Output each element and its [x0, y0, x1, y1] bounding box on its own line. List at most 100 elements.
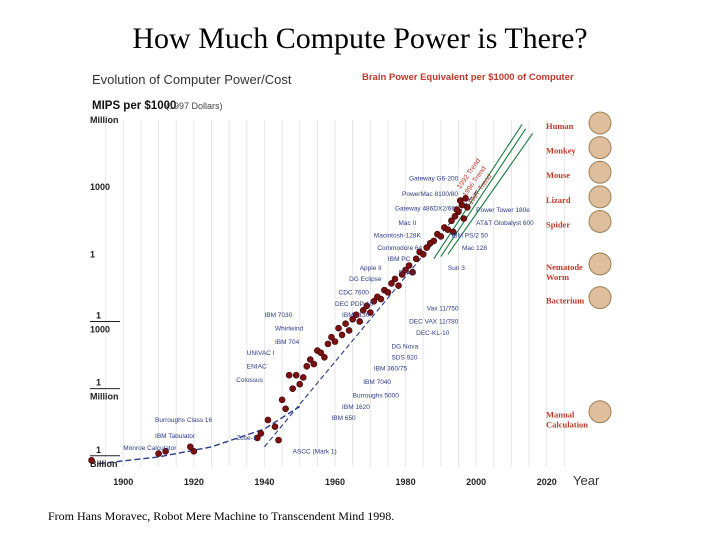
data-point — [257, 430, 265, 437]
slide-title: How Much Compute Power is There? — [132, 22, 588, 55]
machine-label: IBM 1620 — [342, 404, 370, 411]
data-point — [409, 268, 416, 276]
machine-label: Apple II — [360, 265, 382, 272]
data-point — [363, 302, 371, 310]
machine-label: Zuse-1 — [236, 435, 257, 442]
data-point — [190, 448, 198, 455]
data-point — [335, 324, 342, 332]
machine-label: Mac 128 — [462, 245, 487, 252]
trend-fan-line — [433, 124, 523, 260]
data-point — [278, 396, 286, 404]
annotation-layer: Gateway G6-200 PowerMac 8100/80 Gateway 48… — [123, 175, 534, 455]
machine-label: UNIVAC I — [247, 350, 275, 357]
early-trend-line — [98, 405, 301, 465]
x-tick-label: 2020 — [537, 477, 557, 487]
machine-label: Monroe Calculator — [123, 445, 177, 452]
brain-level-label: Mouse — [546, 170, 570, 180]
data-point — [405, 262, 413, 269]
data-point — [412, 255, 420, 263]
y-tick-label: 1 — [96, 445, 101, 455]
machine-label: DG Eclipse — [349, 276, 382, 283]
y-tick-denominator: Billion — [90, 459, 118, 469]
data-point — [310, 360, 318, 368]
data-point — [388, 280, 395, 287]
x-axis-label: Year — [573, 473, 600, 488]
data-point — [306, 356, 314, 363]
x-tick-label: 1960 — [325, 477, 345, 487]
data-point — [395, 282, 402, 289]
creature-icon — [588, 136, 612, 160]
y-axis-label: MIPS per $1000 — [92, 100, 176, 112]
data-point — [384, 289, 392, 296]
data-point — [449, 228, 457, 236]
data-point — [338, 331, 346, 339]
creature-icon — [588, 185, 612, 209]
brain-level-label: Monkey — [546, 146, 577, 156]
points-layer — [88, 195, 471, 464]
machine-label: Commodore 64 — [377, 245, 422, 252]
y-tick-denominator: Million — [90, 392, 119, 402]
y-tick-denominator: 1000 — [90, 324, 110, 334]
machine-label: Burroughs Class 16 — [155, 417, 212, 424]
machine-label: IBM Tabulator — [155, 433, 196, 440]
machine-label: DEC-KL-10 — [416, 330, 450, 337]
creature-icon — [588, 400, 612, 424]
data-point — [356, 318, 364, 325]
data-point — [453, 206, 461, 213]
data-point — [155, 450, 162, 457]
data-point — [402, 266, 409, 274]
x-tick-label: 1900 — [113, 477, 133, 487]
x-tick-label: 1940 — [254, 477, 274, 487]
machine-label: IBM 7040 — [363, 379, 391, 386]
machine-label: SDS 920 — [391, 355, 417, 362]
y-tick-label: 1 — [90, 249, 95, 259]
data-point — [317, 349, 325, 357]
brain-level-label: Bacterium — [546, 296, 584, 306]
creature-icon — [588, 286, 612, 310]
machine-label: Sun 3 — [448, 265, 465, 272]
data-point — [342, 320, 349, 328]
brain-level-label: Human — [546, 121, 574, 131]
data-point — [264, 416, 272, 424]
chart-title: Evolution of Computer Power/Cost — [92, 72, 292, 87]
machine-label: Gateway G6-200 — [409, 175, 459, 182]
data-point — [448, 217, 455, 225]
data-point — [285, 371, 293, 379]
data-point — [328, 333, 335, 341]
data-point — [391, 275, 399, 283]
y-tick-label: 1 — [96, 378, 101, 388]
brain-level-label: Manual Calculation — [546, 410, 588, 430]
data-point — [437, 233, 445, 240]
machine-label: IBM 7030 — [264, 312, 292, 319]
machine-label: Gateway 486DX2/66 — [395, 206, 455, 213]
x-tick-label: 2000 — [466, 477, 486, 487]
x-tick-label: 1920 — [184, 477, 204, 487]
machine-label: Macintosh-128K — [374, 233, 422, 240]
data-point — [359, 306, 367, 314]
data-point — [275, 436, 282, 444]
machine-label: Vax 11/750 — [427, 305, 459, 312]
x-tick-label: 1980 — [396, 477, 416, 487]
data-point — [366, 309, 374, 316]
data-point — [299, 374, 307, 381]
data-point — [345, 327, 353, 334]
y-tick-label: 1 — [96, 310, 101, 320]
data-point — [324, 340, 332, 348]
machine-label: Sun-2 — [399, 269, 417, 276]
machine-label: ASCC (Mark 1) — [293, 449, 337, 456]
data-point — [187, 443, 194, 451]
creature-icon — [588, 160, 612, 184]
data-point — [460, 215, 468, 222]
data-point — [296, 380, 304, 388]
machine-label: DEC VAX 11/780 — [409, 319, 459, 326]
machine-label: Mac II — [399, 220, 417, 227]
machine-label: Burroughs 5000 — [353, 393, 400, 400]
data-point — [254, 434, 261, 442]
brain-level-label: Lizard — [546, 195, 571, 205]
machine-label: IBM 704 — [275, 339, 300, 346]
data-point — [419, 251, 427, 258]
data-point — [331, 338, 339, 345]
machine-label: IBM 1130 — [342, 312, 370, 319]
data-point — [370, 298, 378, 305]
